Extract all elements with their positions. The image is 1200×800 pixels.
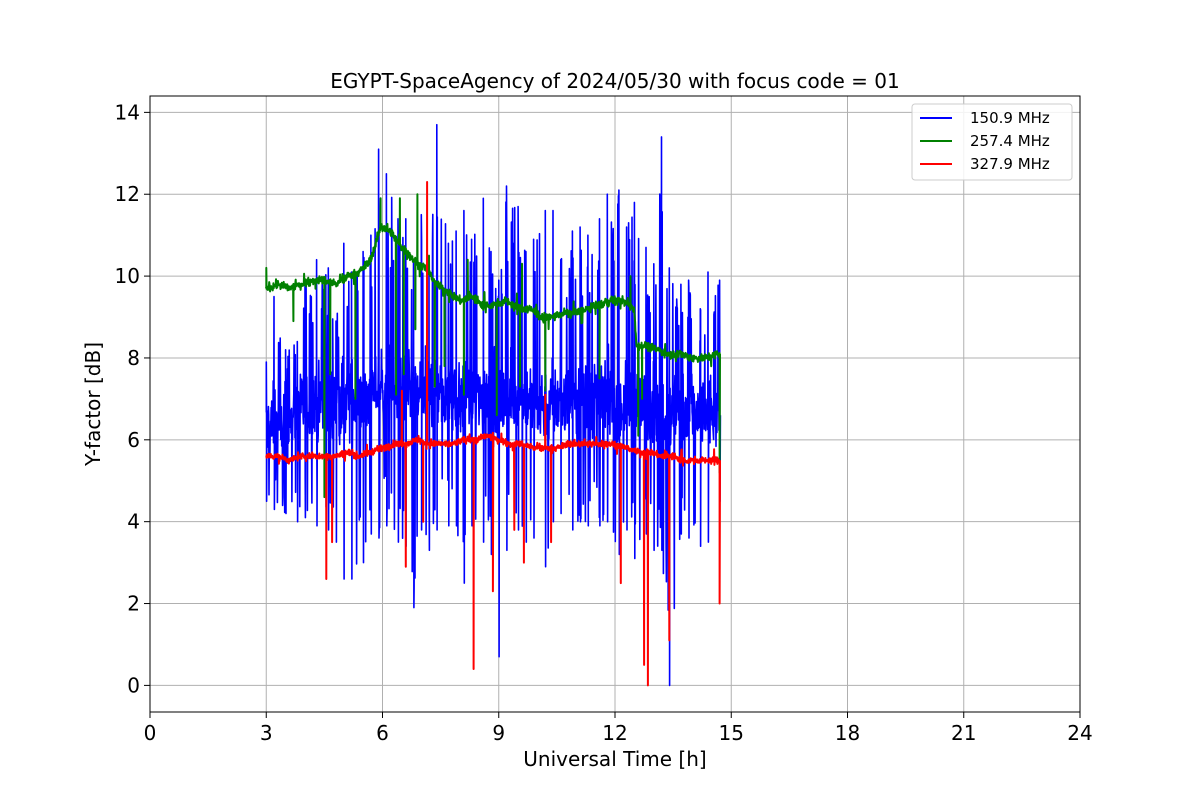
y-tick-label: 0 bbox=[127, 673, 140, 697]
series-line-2 bbox=[264, 193, 721, 499]
y-tick-label: 4 bbox=[127, 510, 140, 534]
y-tick-label: 2 bbox=[127, 592, 140, 616]
y-tick-label: 14 bbox=[115, 100, 140, 124]
series-line-3 bbox=[265, 181, 721, 687]
y-tick-label: 6 bbox=[127, 428, 140, 452]
x-tick-label: 0 bbox=[144, 721, 157, 745]
y-axis-label: Y-factor [dB] bbox=[81, 342, 105, 467]
x-tick-label: 9 bbox=[492, 721, 505, 745]
x-tick-label: 18 bbox=[835, 721, 860, 745]
legend: 150.9 MHz 257.4 MHz 327.9 MHz bbox=[911, 103, 1073, 181]
legend-box bbox=[911, 103, 1073, 181]
legend-entry-label: 150.9 MHz bbox=[970, 109, 1050, 127]
legend-entry-label: 327.9 MHz bbox=[970, 155, 1050, 173]
x-axis-label: Universal Time [h] bbox=[523, 747, 706, 771]
y-tick-label: 10 bbox=[115, 264, 140, 288]
plot-series bbox=[264, 123, 722, 687]
x-tick-label: 3 bbox=[260, 721, 273, 745]
series-line-1 bbox=[265, 123, 722, 687]
x-tick-label: 21 bbox=[951, 721, 976, 745]
y-tick-label: 8 bbox=[127, 346, 140, 370]
y-tick-label: 12 bbox=[115, 182, 140, 206]
chart-title: EGYPT-SpaceAgency of 2024/05/30 with foc… bbox=[330, 69, 899, 93]
x-tick-label: 12 bbox=[602, 721, 627, 745]
x-tick-label: 6 bbox=[376, 721, 389, 745]
x-tick-label: 15 bbox=[719, 721, 744, 745]
legend-entry-label: 257.4 MHz bbox=[970, 132, 1050, 150]
x-tick-label: 24 bbox=[1067, 721, 1092, 745]
